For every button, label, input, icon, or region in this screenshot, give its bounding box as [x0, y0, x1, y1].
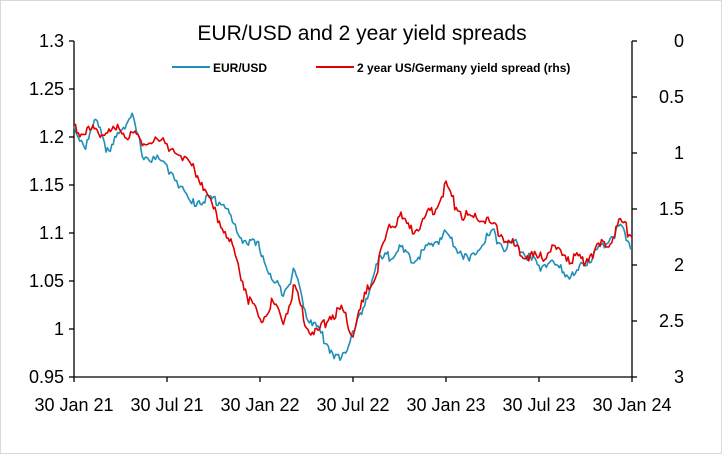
right-tick-label: 1: [674, 143, 684, 163]
left-tick-label: 1.1: [39, 223, 64, 243]
right-tick-label: 2.5: [659, 311, 684, 331]
left-tick-label: 1.2: [39, 127, 64, 147]
x-tick-label: 30 Jul 22: [316, 395, 389, 415]
left-tick-label: 1.15: [29, 175, 64, 195]
tick-labels: 1.31.251.21.151.11.0510.9500.511.522.533…: [29, 31, 684, 415]
x-tick-label: 30 Jan 22: [220, 395, 299, 415]
legend-yield-spread-label: 2 year US/Germany yield spread (rhs): [357, 61, 570, 75]
left-tick-label: 1.3: [39, 31, 64, 51]
chart-title: EUR/USD and 2 year yield spreads: [197, 22, 526, 45]
right-tick-label: 0.5: [659, 87, 684, 107]
x-tick-label: 30 Jan 21: [34, 395, 113, 415]
series-yield-spread-line: [73, 123, 633, 338]
x-tick-label: 30 Jul 23: [502, 395, 575, 415]
axes: [69, 40, 637, 382]
left-tick-label: 1.25: [29, 79, 64, 99]
right-tick-label: 1.5: [659, 199, 684, 219]
left-tick-label: 1: [54, 319, 64, 339]
series-layer: [73, 112, 633, 362]
left-tick-label: 0.95: [29, 367, 64, 387]
x-tick-label: 30 Jul 21: [130, 395, 203, 415]
x-tick-label: 30 Jan 23: [406, 395, 485, 415]
legend: EUR/USD 2 year US/Germany yield spread (r…: [172, 61, 570, 75]
right-tick-label: 0: [674, 31, 684, 51]
right-tick-label: 3: [674, 367, 684, 387]
x-tick-label: 30 Jan 24: [592, 395, 671, 415]
legend-eurusd-label: EUR/USD: [213, 61, 267, 75]
left-tick-label: 1.05: [29, 271, 64, 291]
series-eurusd-line: [73, 112, 633, 362]
right-tick-label: 2: [674, 255, 684, 275]
